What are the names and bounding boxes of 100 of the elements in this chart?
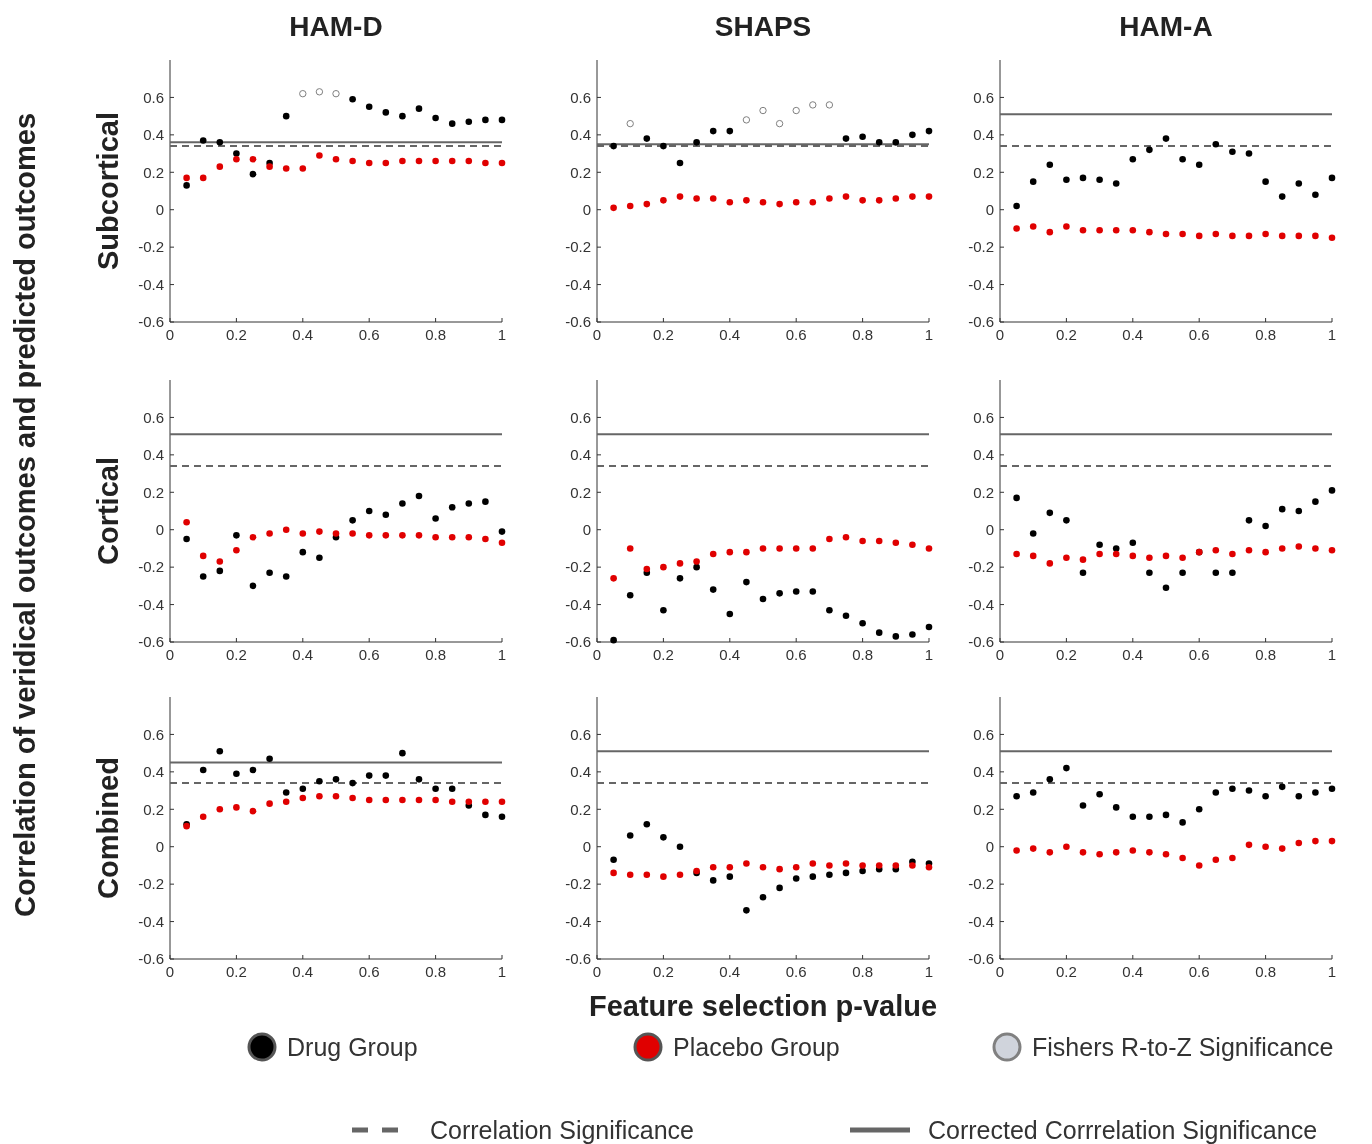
y-tick-label: -0.6 — [565, 313, 591, 331]
x-tick-label: 1 — [1327, 646, 1337, 663]
x-tick-label: 0.8 — [852, 646, 874, 663]
x-tick-label: 0.2 — [652, 646, 674, 663]
x-tick-label: 0.6 — [785, 646, 807, 663]
y-tick-label: 0.2 — [143, 483, 164, 501]
y-tick-label: -0.4 — [968, 275, 994, 293]
x-tick-label: 0.2 — [1055, 646, 1077, 663]
y-tick-label: 0.2 — [143, 163, 164, 181]
y-tick-label: 0 — [985, 520, 994, 538]
y-tick-label: -0.6 — [138, 950, 164, 968]
chart-title: HAM-A — [1119, 11, 1213, 42]
x-tick-label: 0.8 — [852, 326, 874, 343]
y-tick-label: -0.2 — [968, 875, 994, 893]
y-tick-label: -0.6 — [138, 633, 164, 651]
y-tick-label: 0 — [582, 837, 591, 855]
y-tick-label: -0.4 — [968, 595, 994, 613]
x-tick-label: 1 — [497, 646, 507, 663]
x-tick-label: 0.4 — [1122, 646, 1144, 663]
x-tick-label: 0.6 — [358, 646, 380, 663]
x-tick-label: 0.4 — [292, 963, 314, 980]
y-tick-label: 0 — [155, 837, 164, 855]
y-tick-label: 0.6 — [973, 408, 994, 426]
y-tick-label: -0.2 — [968, 558, 994, 576]
y-tick-label: 0.2 — [973, 800, 994, 818]
y-tick-label: 0.4 — [973, 446, 994, 464]
y-tick-label: -0.4 — [968, 912, 994, 930]
x-tick-label: 0.6 — [1188, 326, 1210, 343]
y-tick-label: -0.2 — [138, 238, 164, 256]
y-axis-title: Subcortical — [92, 112, 124, 270]
x-tick-label: 0.6 — [358, 326, 380, 343]
y-tick-label: -0.6 — [968, 633, 994, 651]
x-tick-label: 0.2 — [652, 326, 674, 343]
y-tick-label: 0.4 — [973, 126, 994, 144]
x-tick-label: 0.8 — [425, 326, 447, 343]
y-tick-label: -0.4 — [565, 595, 591, 613]
y-tick-label: 0.2 — [570, 163, 591, 181]
x-tick-label: 0.4 — [292, 646, 314, 663]
y-tick-label: 0.4 — [143, 126, 164, 144]
y-tick-label: -0.6 — [565, 633, 591, 651]
y-tick-label: 0.2 — [973, 483, 994, 501]
y-tick-label: 0.6 — [143, 725, 164, 743]
y-tick-label: 0.2 — [570, 483, 591, 501]
y-tick-label: -0.2 — [565, 558, 591, 576]
x-tick-label: 0.8 — [1255, 326, 1277, 343]
y-tick-label: -0.4 — [138, 275, 164, 293]
x-tick-label: 0.6 — [1188, 963, 1210, 980]
x-axis-title: Feature selection p-value — [588, 990, 938, 1022]
y-tick-label: -0.2 — [138, 558, 164, 576]
x-tick-label: 0.4 — [1122, 963, 1144, 980]
y-tick-label: 0 — [582, 200, 591, 218]
x-tick-label: 1 — [924, 326, 934, 343]
y-tick-label: 0.6 — [973, 725, 994, 743]
x-tick-label: 0.8 — [425, 963, 447, 980]
x-tick-label: 1 — [924, 646, 934, 663]
y-axis-title: Cortical — [92, 457, 124, 565]
y-tick-label: -0.2 — [565, 875, 591, 893]
x-tick-label: 0.4 — [719, 646, 741, 663]
x-tick-label: 1 — [1327, 326, 1337, 343]
y-tick-label: 0.6 — [143, 408, 164, 426]
y-tick-label: 0.6 — [570, 88, 591, 106]
y-tick-label: -0.6 — [138, 313, 164, 331]
y-tick-label: -0.2 — [968, 238, 994, 256]
y-tick-label: -0.6 — [968, 313, 994, 331]
y-tick-label: 0.4 — [143, 446, 164, 464]
x-tick-label: 0.4 — [1122, 326, 1144, 343]
y-tick-label: -0.6 — [565, 950, 591, 968]
x-tick-label: 0.4 — [719, 326, 741, 343]
y-tick-label: -0.4 — [565, 275, 591, 293]
y-tick-label: -0.4 — [565, 912, 591, 930]
y-tick-label: 0.6 — [570, 725, 591, 743]
x-tick-label: 0.4 — [292, 326, 314, 343]
legend-label: Placebo Group — [673, 1032, 840, 1061]
x-tick-label: 0.8 — [1255, 963, 1277, 980]
y-tick-label: 0.2 — [143, 800, 164, 818]
legend-label: Fishers R-to-Z Significance — [1032, 1032, 1334, 1061]
x-tick-label: 1 — [1327, 963, 1337, 980]
chart-title: HAM-D — [289, 11, 383, 42]
y-tick-label: -0.4 — [138, 912, 164, 930]
x-tick-label: 1 — [497, 963, 507, 980]
x-tick-label: 0.8 — [425, 646, 447, 663]
y-tick-label: 0.4 — [570, 763, 591, 781]
x-tick-label: 0.6 — [785, 326, 807, 343]
x-tick-label: 0.6 — [358, 963, 380, 980]
legend-label: Correlation Significance — [430, 1115, 695, 1144]
x-tick-label: 0.2 — [1055, 326, 1077, 343]
y-tick-label: 0.4 — [143, 763, 164, 781]
x-tick-label: 0.8 — [1255, 646, 1277, 663]
x-tick-label: 0.6 — [785, 963, 807, 980]
y-tick-label: 0.2 — [973, 163, 994, 181]
x-tick-label: 0.2 — [225, 326, 247, 343]
x-tick-label: 1 — [497, 326, 507, 343]
x-tick-label: 0.4 — [719, 963, 741, 980]
x-tick-label: 0.2 — [652, 963, 674, 980]
y-tick-label: 0.6 — [143, 88, 164, 106]
legend-label: Corrected Corrrelation Significance — [928, 1115, 1318, 1144]
y-tick-label: 0 — [582, 520, 591, 538]
y-tick-label: 0.6 — [973, 88, 994, 106]
x-tick-label: 0.2 — [225, 646, 247, 663]
y-tick-label: 0.2 — [570, 800, 591, 818]
